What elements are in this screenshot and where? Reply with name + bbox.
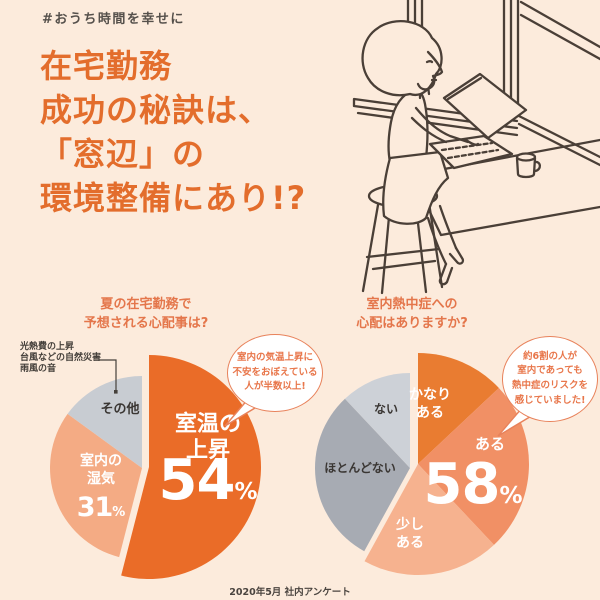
survey-source-note: 2020年5月 社内アンケート [229,587,351,598]
worry-chart-title: 夏の在宅勤務で 予想される心配事は? [26,296,266,334]
leader-line [95,359,118,394]
slice-label-other: その他 [100,402,140,417]
pie-slice [67,376,142,468]
hashtag-text: #おうち時間を幸せに [42,12,185,27]
slice-label-hotondo-nai: ほとんどない [324,461,396,475]
worry-pie-chart [49,355,261,579]
pie-slice [344,373,410,468]
callout-bubble: 室内の気温上昇に 不安をおぼえている 人が半数以上! [227,334,323,412]
slice-label-kanari-aru: かなり ある [409,387,451,422]
chart-title-line: 予想される心配事は? [83,315,209,331]
slice-label-nai: ない [373,402,398,416]
pie-slice [315,398,410,552]
callout-bubble: 約6割の人が 室内であっても 熱中症のリスクを 感じていました! [502,336,598,422]
heatstroke-chart-title: 室内熱中症への 心配はありますか? [322,296,502,334]
minor-label: 雨風の音 [20,364,57,374]
heatstroke-pie-chart [315,353,529,575]
title-line: 「窓辺」の [40,135,206,173]
value-humidity: 31% [76,492,126,523]
value-room-temp: 54% [158,448,258,513]
slice-label-sukoshi-aru: 少し ある [396,517,424,552]
slice-label-aru: ある [474,435,505,453]
pie-slice [418,388,529,545]
woman-arm-head-drawing [361,20,480,146]
laptop-drawing [428,72,528,170]
slice-label-humidity: 室内の 湿気 [80,453,122,488]
pie-slice [418,353,499,464]
chart-title-line: 心配はありますか? [356,315,468,331]
slice-label-room-temp: 室温の 上昇 [174,412,241,464]
woman-drawing [382,88,465,286]
mug-drawing [515,152,542,179]
chart-title-line: 室内熱中症への [366,297,458,312]
chart-title-line: 夏の在宅勤務で [100,297,192,312]
pie-slice [121,355,261,579]
worry-chart-section: 夏の在宅勤務で 予想される心配事は? 光熱費の上昇 台風などの自然災害 雨風の音… [18,297,323,592]
window-drawing [352,0,600,167]
title-line: 成功の秘訣は、 [40,91,272,129]
title-line: 環境整備にあり!? [40,179,307,217]
workspace-illustration [352,0,600,295]
minor-label: 台風などの自然災害 [20,353,102,363]
title-line: 在宅勤務 [40,47,173,85]
pie-slice [364,464,494,575]
heatstroke-chart-section: 室内熱中症への 心配はありますか? かなり ある ある 58% 少し ある ほと… [300,297,600,592]
pie-slice [49,413,143,558]
page-title: 在宅勤務 成功の秘訣は、 「窓辺」の 環境整備にあり!? [40,44,306,220]
value-total-concerned: 58% [423,452,523,517]
minor-label: 光熱費の上昇 [20,342,75,352]
other-slice-detail-labels: 光熱費の上昇 台風などの自然災害 雨風の音 [20,342,101,375]
